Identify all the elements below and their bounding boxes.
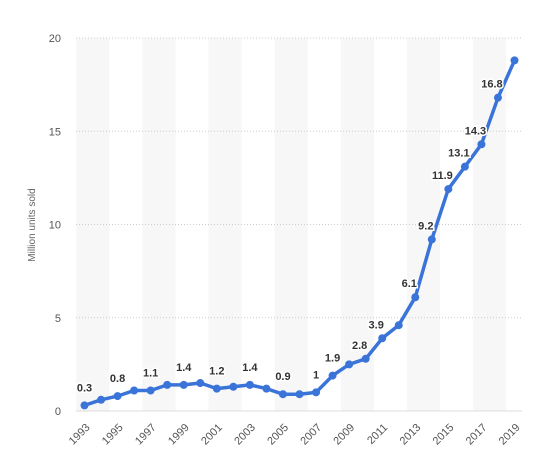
x-tick-label: 1997: [133, 422, 159, 448]
data-label: 0.8: [110, 373, 125, 385]
data-point: [427, 235, 436, 244]
data-label: 0.3: [77, 382, 92, 394]
data-label: 1: [313, 369, 319, 381]
x-tick-label: 2009: [331, 422, 357, 448]
background-band: [208, 38, 242, 411]
data-point: [460, 162, 469, 171]
data-label: 1.4: [242, 362, 258, 374]
y-tick-label: 15: [49, 126, 61, 138]
data-label: 0.9: [275, 371, 290, 383]
x-tick-label: 2019: [497, 422, 523, 448]
data-point: [97, 395, 106, 404]
data-label: 1.4: [176, 362, 192, 374]
data-point: [146, 386, 155, 395]
y-tick-label: 10: [49, 220, 61, 232]
x-tick-label: 2017: [464, 422, 490, 448]
x-tick-label: 1995: [100, 422, 126, 448]
x-tick-label: 2007: [298, 422, 324, 448]
data-point: [361, 354, 370, 363]
data-label: 16.8: [481, 79, 502, 91]
data-point: [163, 380, 172, 389]
data-point: [245, 380, 254, 389]
data-point: [477, 140, 486, 149]
background-band: [142, 38, 176, 411]
background-band: [274, 38, 308, 411]
data-labels: 0.30.8 1.1 1.4 1.2 1.40.9 11.92.83.96.19.211.…: [75, 77, 504, 396]
background-bands: [76, 38, 507, 411]
x-tick-label: 1993: [67, 422, 93, 448]
data-label: 14.3: [465, 125, 486, 137]
data-label: 6.1: [402, 278, 417, 290]
data-label: 1.9: [325, 353, 340, 365]
y-axis-label: Million units sold: [27, 188, 38, 261]
y-tick-label: 0: [55, 406, 61, 418]
x-tick-label: 2013: [398, 422, 424, 448]
data-point: [130, 386, 139, 395]
data-point: [229, 382, 238, 391]
data-point: [378, 334, 387, 343]
x-axis-ticks: 1993 1995 1997 1999 2001 2003 2005 2007 2009 2011…: [67, 422, 523, 448]
y-tick-label: 5: [55, 313, 61, 325]
data-label: 1.2: [209, 366, 224, 378]
x-tick-label: 2005: [265, 422, 291, 448]
data-point: [212, 384, 221, 393]
data-point: [196, 379, 205, 388]
data-point: [411, 293, 420, 302]
data-point: [444, 185, 453, 194]
y-tick-label: 20: [49, 33, 61, 45]
x-tick-label: 2001: [199, 422, 225, 448]
data-point: [295, 390, 304, 399]
data-point: [394, 321, 403, 330]
data-point: [278, 390, 287, 399]
data-point: [179, 380, 188, 389]
data-point: [510, 56, 519, 65]
data-point: [262, 384, 271, 393]
data-label: 3.9: [369, 319, 384, 331]
x-tick-label: 2003: [232, 422, 258, 448]
y-axis-ticks: 0 5 10 15 20: [49, 33, 61, 418]
data-point: [493, 93, 502, 102]
data-label: 1.1: [143, 367, 158, 379]
data-label: 2.8: [352, 340, 367, 352]
data-label: 9.2: [418, 220, 433, 232]
data-point: [345, 360, 354, 369]
data-point: [312, 388, 321, 397]
data-point: [80, 401, 89, 410]
gridlines: [76, 37, 522, 412]
data-label: 13.1: [448, 148, 469, 160]
x-tick-label: 2015: [431, 422, 457, 448]
data-point: [328, 371, 337, 380]
data-label: 11.9: [432, 170, 453, 182]
background-band: [76, 38, 110, 411]
data-point: [113, 392, 122, 401]
series-group: [80, 56, 519, 410]
x-tick-label: 2011: [365, 422, 390, 447]
x-tick-label: 1999: [166, 422, 192, 448]
